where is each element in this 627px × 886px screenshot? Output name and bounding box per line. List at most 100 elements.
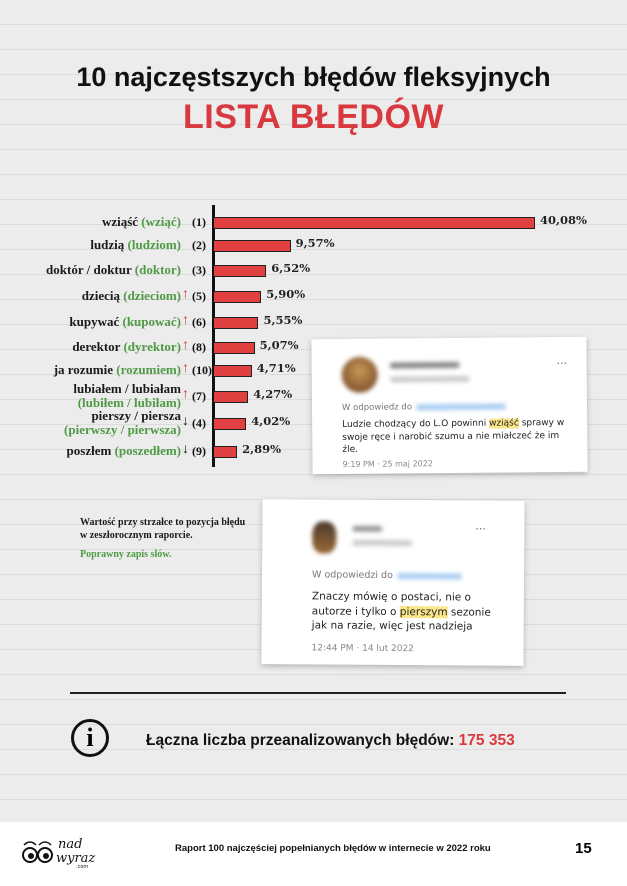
divider <box>70 692 566 694</box>
bar <box>214 291 262 303</box>
arrow-up-icon: ↑ <box>182 338 189 353</box>
arrow-up-icon: ↑ <box>182 313 189 328</box>
previous-position: (9) <box>192 444 206 458</box>
chart-axis <box>212 205 215 467</box>
bar <box>214 446 238 458</box>
correct-word: (dyrektor) <box>123 339 181 354</box>
chart-row: ja rozumie (rozumiem) ↑ (10) 4,71% <box>0 361 627 387</box>
error-word: dziecią <box>81 288 120 303</box>
arrow-up-icon: ↑ <box>182 287 189 302</box>
previous-position: (7) <box>192 389 206 403</box>
error-label: wziąść (wziąć) <box>102 215 181 229</box>
bar <box>214 317 259 329</box>
value-label: 5,55% <box>263 313 303 327</box>
chart-row: poszłem (poszedłem) ↓ (9) 2,89% <box>0 442 627 468</box>
chart-row: pierszy / piersza (pierwszy / pierwsza) ↓(… <box>0 409 627 440</box>
blurred-handle <box>389 375 470 383</box>
footer <box>0 822 627 886</box>
correct-legend-note: Poprawny zapis słów. <box>80 549 172 560</box>
tweet-text: Znaczy mówię o postaci, nie o autorze i … <box>312 589 502 634</box>
chart-row: wziąść (wziąć) (1) 40,08% <box>0 213 627 239</box>
bar <box>214 391 249 403</box>
tweet-time: 9:19 PM · 25 maj 2022 <box>342 459 433 469</box>
error-label: pierszy / piersza (pierwszy / pierwsza) <box>64 409 181 437</box>
previous-position: (2) <box>192 238 206 252</box>
svg-text:nad: nad <box>58 837 82 852</box>
correct-word: (lubiłem / lubiłam) <box>77 395 181 410</box>
error-label: ludzią (ludziom) <box>90 238 181 252</box>
error-label: ja rozumie (rozumiem) <box>54 363 181 377</box>
arrow-up-icon: ↑ <box>182 387 189 402</box>
value-label: 4,27% <box>253 387 293 401</box>
more-icon[interactable]: ··· <box>556 356 568 371</box>
footer-text: Raport 100 najczęściej popełnianych błęd… <box>175 843 491 854</box>
chart-row: lubiałem / lubiałam (lubiłem / lubiłam) ↑(… <box>0 382 627 413</box>
highlighted-error: pierszym <box>399 605 448 618</box>
total-errors: Łączna liczba przeanalizowanych błędów: … <box>146 732 515 750</box>
tweet-text: Ludzie chodzący do L.O powinni wziąść sp… <box>342 417 572 457</box>
blurred-handle <box>396 572 462 579</box>
bar <box>214 240 291 252</box>
tweet-time: 12:44 PM · 14 lut 2022 <box>311 643 414 655</box>
previous-position: (1) <box>192 215 206 229</box>
blurred-handle <box>415 403 507 410</box>
arrow-down-icon: ↓ <box>182 442 189 457</box>
tweet-card-2: ··· W odpowiedzi do Znaczy mówię o posta… <box>261 499 525 666</box>
nadwyraz-logo: nad wyraz .com <box>22 837 95 869</box>
previous-position: (3) <box>192 263 206 277</box>
tweet-card-1: ··· W odpowiedz do Ludzie chodzący do L.… <box>311 336 588 475</box>
total-value: 175 353 <box>458 732 515 749</box>
chart-row: dziecią (dzieciom) ↑ (5) 5,90% <box>0 287 627 313</box>
value-label: 4,02% <box>251 414 291 428</box>
highlighted-error: wziąść <box>489 418 519 429</box>
page-title: 10 najczęstszych błędów fleksyjnych <box>76 62 551 92</box>
tweet-text-before: Ludzie chodzący do L.O powinni <box>342 418 490 430</box>
chart-row: kupywać (kupować) ↑ (6) 5,55% <box>0 313 627 339</box>
arrow-legend-note: Wartość przy strzałce to pozycja błędu w… <box>80 517 246 541</box>
bar <box>214 217 535 229</box>
value-label: 2,89% <box>242 442 282 456</box>
total-label: Łączna liczba przeanalizowanych błędów: <box>146 732 459 749</box>
bar <box>214 265 267 277</box>
correct-word: (pierwszy / pierwsza) <box>64 422 181 437</box>
correct-word: (kupować) <box>122 314 181 329</box>
value-label: 5,07% <box>259 338 299 352</box>
bar <box>214 342 255 354</box>
value-label: 40,08% <box>540 213 587 227</box>
correct-word: (wziąć) <box>141 214 181 229</box>
reply-to: W odpowiedzi do <box>312 569 462 581</box>
error-word: pierszy / piersza <box>91 408 181 423</box>
more-icon[interactable]: ··· <box>475 522 486 536</box>
reply-label: W odpowiedz do <box>341 402 413 413</box>
previous-position: (10) <box>192 363 212 377</box>
error-word: ludzią <box>90 237 125 252</box>
error-label: kupywać (kupować) <box>69 315 181 329</box>
reply-label: W odpowiedzi do <box>312 569 393 581</box>
avatar <box>312 521 337 554</box>
correct-word: (doktor) <box>134 262 181 277</box>
bar <box>214 365 252 377</box>
correct-word: (rozumiem) <box>116 362 181 377</box>
value-label: 5,90% <box>266 287 306 301</box>
previous-position: (8) <box>192 340 206 354</box>
error-label: lubiałem / lubiałam (lubiłem / lubiłam) <box>73 382 181 410</box>
correct-word: (dzieciom) <box>123 288 181 303</box>
blurred-name <box>389 361 460 369</box>
correct-word: (poszedłem) <box>114 443 181 458</box>
error-word: wziąść <box>101 214 139 229</box>
blurred-handle <box>352 539 413 547</box>
info-icon: i <box>71 719 109 757</box>
value-label: 9,57% <box>295 236 335 250</box>
blurred-name <box>352 525 383 532</box>
error-label: poszłem (poszedłem) <box>67 444 181 458</box>
error-word: derektor <box>72 339 121 354</box>
svg-text:.com: .com <box>76 864 88 869</box>
error-label: dziecią (dzieciom) <box>82 289 181 303</box>
reply-to: W odpowiedz do <box>341 402 507 413</box>
chart-row: ludzią (ludziom) (2) 9,57% <box>0 236 627 262</box>
error-word: ja rozumie <box>53 362 114 377</box>
error-word: lubiałem / lubiałam <box>73 381 181 396</box>
chart-row: derektor (dyrektor) ↑ (8) 5,07% <box>0 338 627 364</box>
chart-row: doktór / doktur (doktor) (3) 6,52% <box>0 261 627 287</box>
arrow-up-icon: ↑ <box>182 361 189 376</box>
